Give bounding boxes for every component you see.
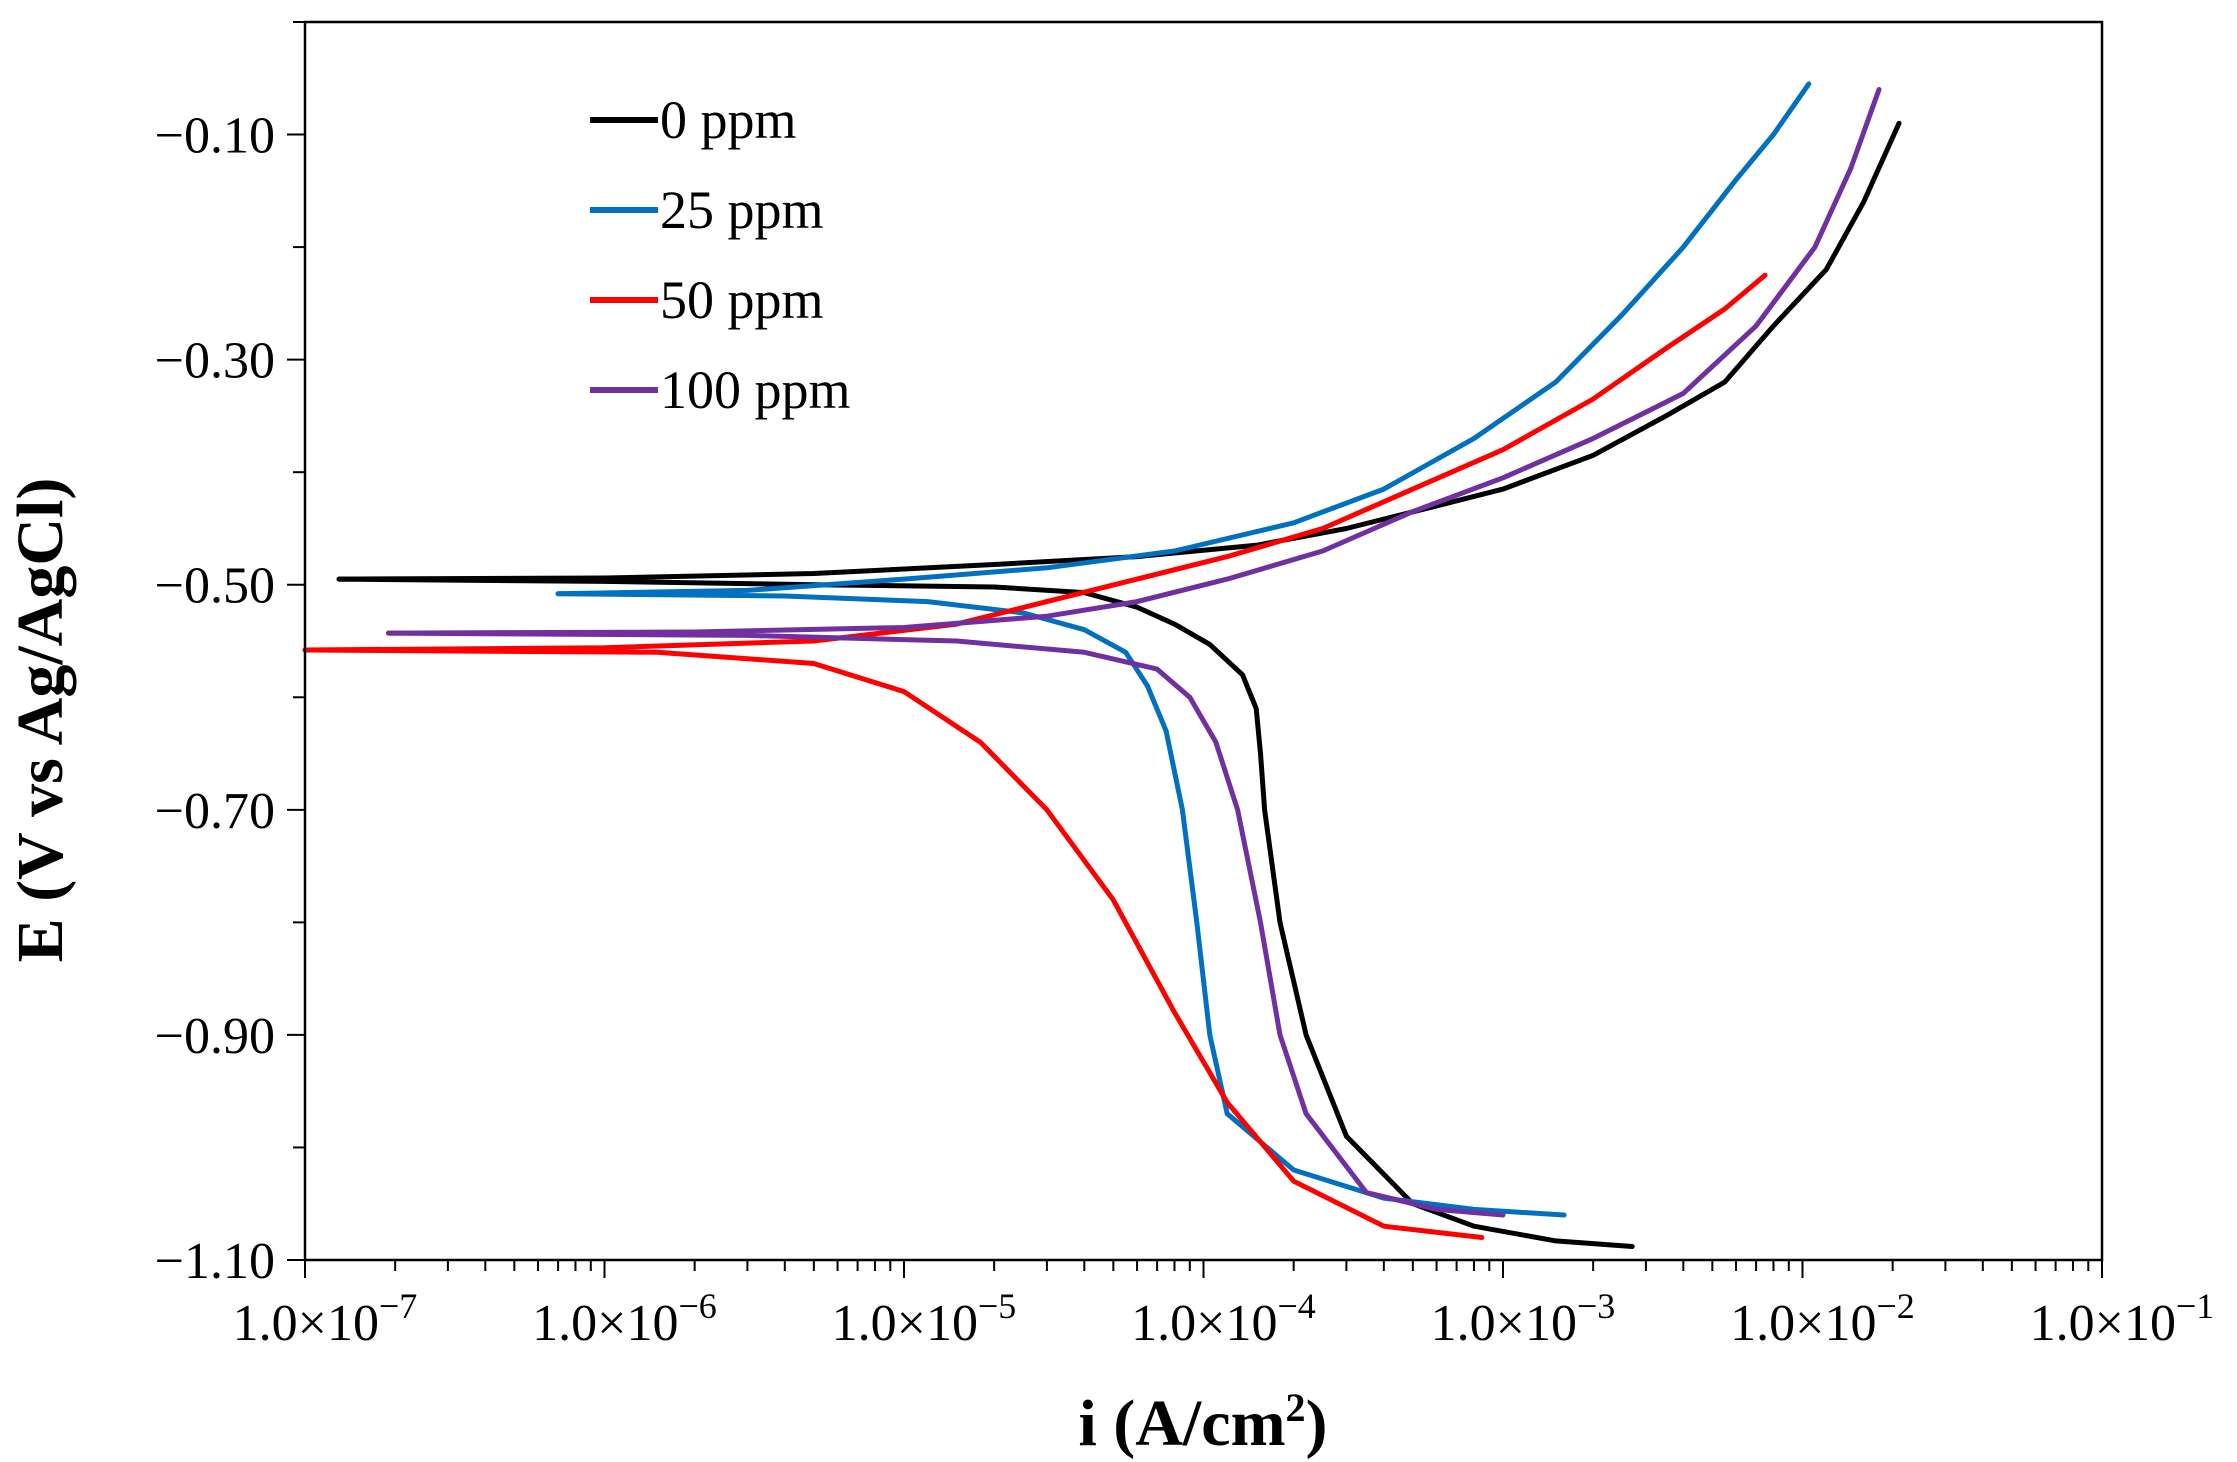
cathodic-branch bbox=[302, 647, 1485, 1240]
legend-label: 100 ppm bbox=[660, 360, 851, 420]
anodic-branch bbox=[386, 87, 1882, 636]
y-tick-label: −0.90 bbox=[155, 1008, 275, 1065]
series-lines bbox=[302, 81, 1902, 1249]
axis-ticks bbox=[287, 21, 2103, 1278]
legend-item: 0 ppm bbox=[590, 90, 797, 150]
legend: 0 ppm 25 ppm 50 ppm 100 ppm bbox=[590, 90, 851, 420]
legend-item: 100 ppm bbox=[590, 360, 851, 420]
y-tick-label: −1.10 bbox=[155, 1233, 275, 1290]
legend-label: 50 ppm bbox=[660, 270, 824, 330]
x-tick-labels: 1.0×10−7 1.0×10−6 1.0×10−5 1.0×10−4 1.0×10−3… bbox=[233, 1286, 2215, 1352]
series-25-ppm bbox=[555, 81, 1812, 1218]
y-tick-labels: −0.10 −0.30 −0.50 −0.70 −0.90 −1.10 bbox=[155, 108, 275, 1290]
x-tick-label: 1.0×10−7 bbox=[233, 1286, 418, 1352]
y-axis-title: E (V vs Ag/AgCl) bbox=[4, 478, 77, 963]
cathodic-branch bbox=[555, 591, 1567, 1218]
y-tick-label: −0.50 bbox=[155, 558, 275, 615]
legend-label: 25 ppm bbox=[660, 180, 824, 240]
x-tick-label: 1.0×10−6 bbox=[532, 1286, 717, 1352]
x-tick-label: 1.0×10−3 bbox=[1431, 1286, 1616, 1352]
x-tick-label: 1.0×10−5 bbox=[832, 1286, 1017, 1352]
x-tick-label: 1.0×10−2 bbox=[1730, 1286, 1915, 1352]
legend-item: 25 ppm bbox=[590, 180, 824, 240]
legend-label: 0 ppm bbox=[660, 90, 797, 150]
series-100-ppm bbox=[386, 87, 1882, 1218]
anodic-branch bbox=[336, 120, 1902, 582]
x-tick-label: 1.0×10−4 bbox=[1131, 1286, 1316, 1352]
plot-frame bbox=[303, 20, 2104, 1262]
y-tick-label: −0.30 bbox=[155, 333, 275, 390]
y-tick-label: −0.10 bbox=[155, 108, 275, 165]
x-axis-title: i (A/cm2) bbox=[1078, 1385, 1327, 1460]
anodic-branch bbox=[555, 81, 1812, 597]
legend-item: 50 ppm bbox=[590, 270, 824, 330]
x-tick-label: 1.0×10−1 bbox=[2030, 1286, 2215, 1352]
cathodic-branch bbox=[386, 630, 1506, 1218]
y-tick-label: −0.70 bbox=[155, 783, 275, 840]
